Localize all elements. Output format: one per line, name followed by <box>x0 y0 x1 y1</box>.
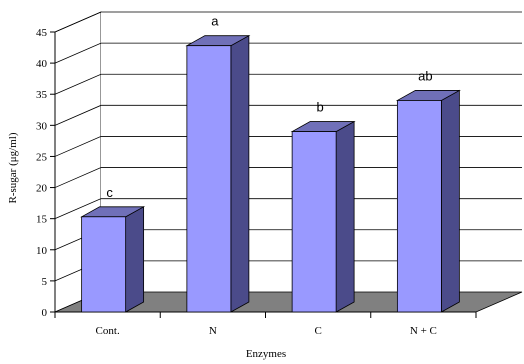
y-tick-label: 5 <box>42 276 48 288</box>
y-tick-label: 20 <box>36 183 48 195</box>
y-axis-title: R-sugar (μg/ml) <box>7 132 19 203</box>
x-axis-title: Enzymes <box>246 348 286 360</box>
x-tick-label: C <box>314 325 321 337</box>
x-tick-label: N + C <box>410 325 437 337</box>
bar-side <box>440 89 460 313</box>
gridline <box>54 167 522 188</box>
gridline <box>54 11 522 33</box>
gridline <box>54 198 522 220</box>
bar: b <box>290 100 356 313</box>
x-tick-label: N <box>209 325 217 337</box>
gridlines <box>54 11 522 282</box>
bar-data-label: c <box>106 185 113 200</box>
y-axis-ticks: 0 5 10 15 20 25 30 35 40 45 <box>36 27 55 319</box>
bar-data-label: b <box>317 100 324 115</box>
x-tick-label: Cont. <box>96 325 120 337</box>
y-tick-label: 0 <box>42 307 48 319</box>
bar-front <box>81 216 127 313</box>
bar: c <box>80 185 146 313</box>
gridline <box>54 73 522 95</box>
bar: ab <box>395 68 461 313</box>
bar-front <box>396 100 442 313</box>
bar: a <box>185 14 251 313</box>
y-tick-label: 25 <box>36 151 48 163</box>
y-tick-label: 35 <box>36 89 48 101</box>
gridline <box>54 104 522 126</box>
gridline <box>54 136 522 157</box>
bar-side <box>335 120 355 313</box>
bar-front <box>291 131 337 313</box>
gridline <box>54 42 522 64</box>
bar-front <box>186 45 232 313</box>
bar-side <box>125 206 145 313</box>
bar-data-label: a <box>211 14 219 29</box>
y-tick-label: 15 <box>36 214 48 226</box>
bar-side <box>230 35 250 313</box>
y-tick-label: 30 <box>36 120 48 132</box>
bar-data-label: ab <box>418 68 432 83</box>
x-axis-ticks: Cont. N C N + C <box>54 312 477 337</box>
y-tick-label: 40 <box>36 58 48 70</box>
y-tick-label: 10 <box>36 245 48 257</box>
y-tick-label: 45 <box>36 27 48 39</box>
